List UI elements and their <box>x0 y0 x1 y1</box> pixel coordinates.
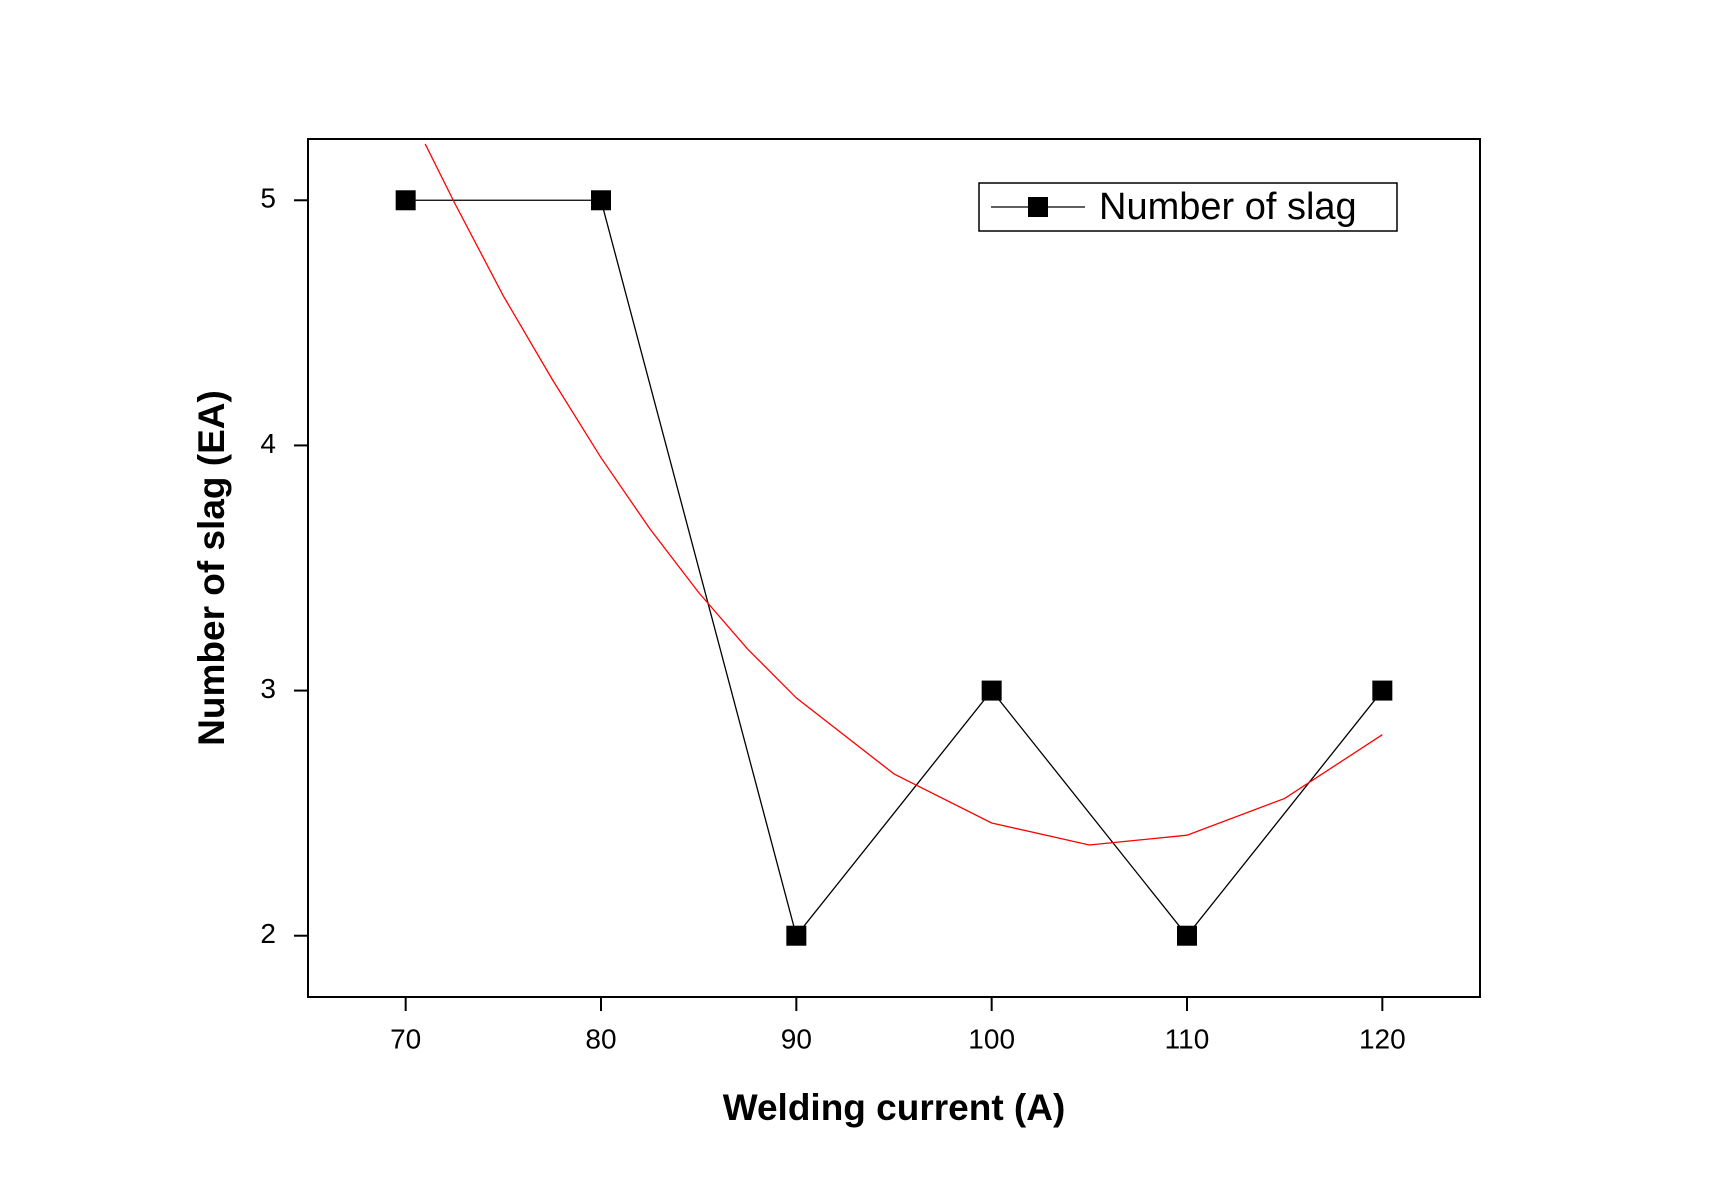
x-tick-label: 110 <box>1165 1023 1210 1054</box>
data-point <box>395 190 416 211</box>
y-tick-label: 5 <box>260 183 276 214</box>
y-tick-label: 4 <box>260 428 276 459</box>
plot-frame <box>307 138 1481 998</box>
x-tick-label: 120 <box>1359 1023 1406 1054</box>
data-line <box>405 199 1383 938</box>
legend-marker <box>1028 197 1048 217</box>
data-point <box>786 925 807 946</box>
y-tick-label: 2 <box>260 918 276 949</box>
x-tick-label: 80 <box>585 1023 616 1054</box>
data-point <box>591 190 611 211</box>
data-point <box>1372 680 1393 701</box>
legend-label: Number of slag <box>1099 186 1357 228</box>
x-tick-label: 90 <box>781 1023 812 1054</box>
y-axis-title: Number of slag (EA) <box>191 390 232 746</box>
y-tick-label: 3 <box>260 673 276 704</box>
x-tick-label: 70 <box>390 1023 421 1054</box>
legend-box <box>978 182 1398 232</box>
x-axis-title: Welding current (A) <box>723 1087 1066 1128</box>
x-tick-label: 100 <box>968 1023 1015 1054</box>
data-point <box>1177 925 1197 946</box>
fit-curve <box>424 143 1383 846</box>
data-point <box>981 680 1002 701</box>
